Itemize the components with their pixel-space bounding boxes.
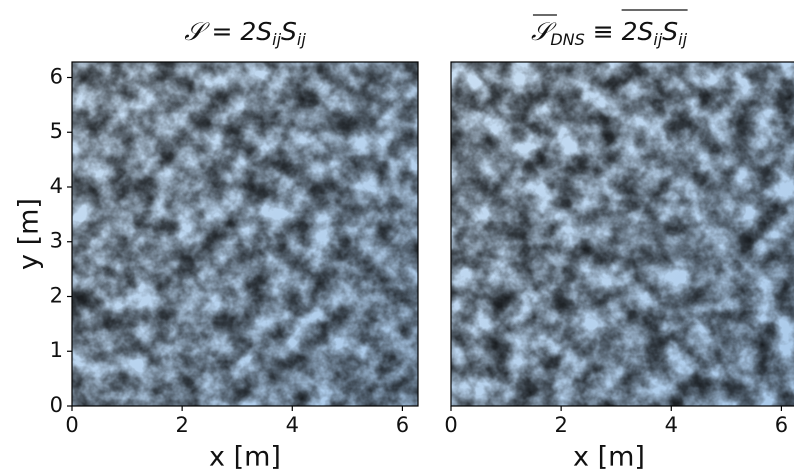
panel-title: 𝒮 = 2SijSij [184,17,306,49]
title-part: S [281,17,297,46]
title-part: S [662,17,678,46]
y-tick-label: 4 [50,174,63,198]
x-axis-label: x [m] [573,442,645,473]
y-tick-label: 3 [50,229,63,253]
panel-title: 𝒮DNS ≡ 2SijSij [531,17,688,49]
x-axis-label: x [m] [209,442,281,473]
x-tick-label: 2 [175,413,188,437]
title-part: 𝒮 = 2S [184,17,272,46]
field-image [451,62,794,406]
x-tick-label: 4 [286,413,299,437]
title-part: DNS [550,30,584,49]
y-tick-label: 0 [50,393,63,417]
x-tick-label: 6 [396,413,409,437]
y-tick-label: 5 [50,119,63,143]
title-part: ≡ [585,17,622,46]
x-tick-label: 4 [665,413,678,437]
x-tick-label: 0 [65,413,78,437]
title-part: 2S [622,17,654,46]
field-image [72,62,418,406]
y-tick-label: 1 [50,338,63,362]
x-tick-label: 0 [444,413,457,437]
y-tick-label: 2 [50,283,63,307]
x-tick-label: 2 [554,413,567,437]
title-part: ij [653,30,662,49]
title-part: ij [678,30,687,49]
title-part: ij [272,30,281,49]
plot-frame [450,61,794,407]
y-tick-label: 6 [50,64,63,88]
y-axis-label: y [m] [14,198,45,270]
title-part: ij [297,30,306,49]
x-tick-label: 6 [775,413,788,437]
plot-frame [71,61,419,407]
